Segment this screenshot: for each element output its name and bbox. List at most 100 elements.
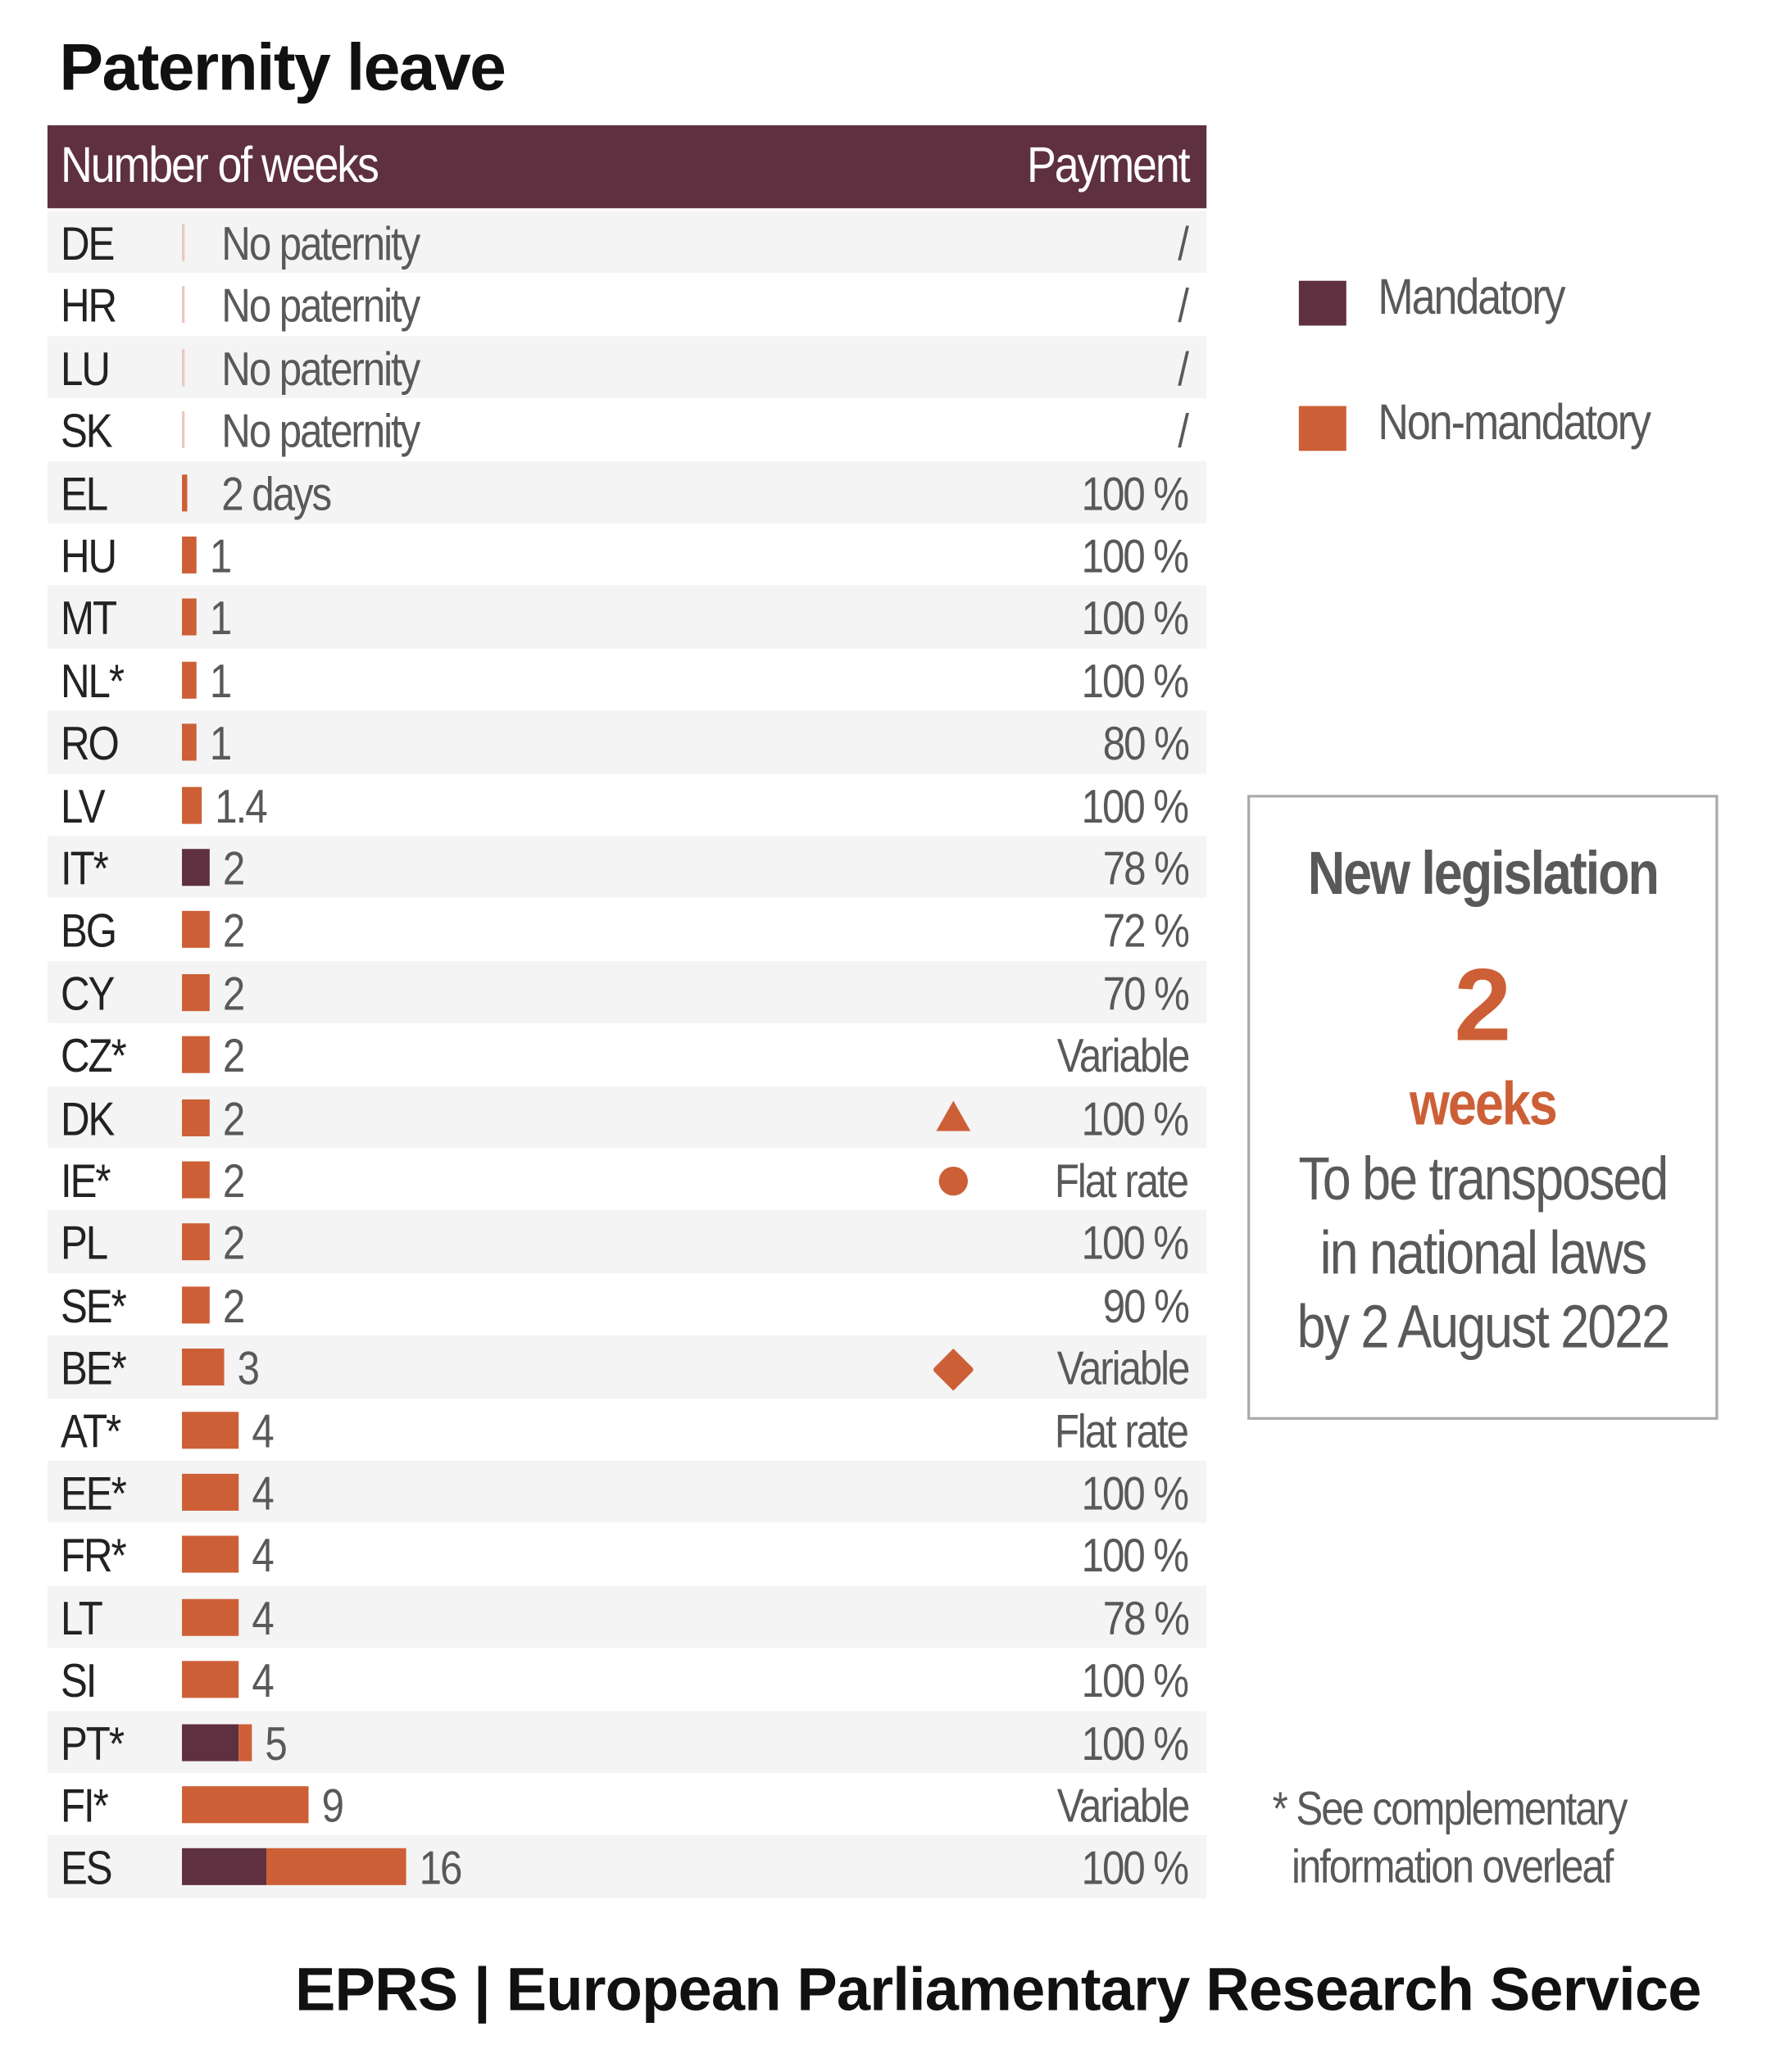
payment-label: 78 %: [1102, 1590, 1190, 1645]
payment-label: /: [1178, 279, 1190, 333]
chart-row: SI 4 100 %: [48, 1648, 1206, 1711]
value-label: 2: [223, 903, 245, 958]
legend-label: Mandatory: [1378, 270, 1565, 326]
chart-row: HR No paternity /: [48, 274, 1206, 336]
value-label: 2: [223, 1216, 245, 1271]
chart-row: IE* 2 Flat rate: [48, 1148, 1206, 1210]
value-label: 2: [223, 1028, 245, 1083]
bar-empty: [182, 349, 184, 387]
payment-label: 100 %: [1082, 1716, 1189, 1770]
country-label: EE*: [61, 1466, 127, 1521]
value-label: 2: [223, 841, 245, 895]
country-label: LV: [61, 778, 106, 833]
bar-non-mandatory: [182, 1349, 225, 1386]
chart-row: RO 1 80 %: [47, 710, 1207, 773]
circle-icon: [933, 1158, 973, 1198]
bar-non-mandatory: [266, 1848, 406, 1886]
country-label: FR*: [61, 1528, 127, 1583]
value-label: 16: [419, 1840, 463, 1895]
value-label: 1.4: [215, 778, 267, 833]
bar-non-mandatory: [182, 599, 197, 637]
country-label: IE*: [61, 1153, 111, 1208]
bar-non-mandatory: [182, 1598, 238, 1636]
legend-label: Non-mandatory: [1378, 395, 1651, 451]
payment-label: 72 %: [1102, 903, 1190, 958]
footnote: * See complementary information overleaf: [1272, 1780, 1628, 1893]
value-label: 5: [265, 1716, 288, 1770]
payment-label: 100 %: [1082, 778, 1189, 833]
country-label: PT*: [61, 1716, 125, 1770]
country-label: FI*: [61, 1778, 109, 1833]
callout-line: by 2 August 2022: [1296, 1291, 1670, 1361]
source-credit: EPRS | European Parliamentary Research S…: [294, 1955, 1701, 2024]
payment-label: 90 %: [1102, 1278, 1190, 1333]
bar-mandatory: [182, 1723, 238, 1761]
bar-mandatory: [182, 1848, 266, 1886]
value-label: 4: [251, 1403, 274, 1458]
chart-row: PL 2 100 %: [47, 1210, 1207, 1273]
callout-unit: weeks: [1409, 1068, 1558, 1138]
value-label: 2: [223, 1278, 245, 1333]
value-label: 2 days: [221, 465, 332, 520]
chart-title: Paternity leave: [59, 30, 506, 105]
chart-row: PT* 5 100 %: [47, 1710, 1207, 1774]
bar-non-mandatory: [182, 1036, 211, 1074]
value-label: 4: [251, 1466, 274, 1521]
chart-row: ES 16 100 %: [47, 1835, 1207, 1898]
chart-row: FI* 9 Variable: [48, 1773, 1206, 1835]
payment-label: 100 %: [1082, 591, 1189, 646]
bar-non-mandatory: [182, 1161, 211, 1199]
value-label: 4: [251, 1528, 274, 1583]
chart-row: NL* 1 100 %: [48, 648, 1206, 710]
header-weeks: Number of weeks: [61, 138, 379, 194]
value-label: 2: [223, 1090, 245, 1145]
country-label: EL: [61, 465, 108, 520]
payment-label: 100 %: [1082, 465, 1189, 520]
chart-row: SK No paternity /: [48, 398, 1206, 460]
bar-non-mandatory: [182, 1786, 308, 1824]
payment-label: 100 %: [1082, 1466, 1189, 1521]
value-label: 9: [320, 1778, 343, 1833]
value-label: 1: [209, 591, 231, 646]
payment-label: 100 %: [1082, 1840, 1189, 1895]
chart-row: CY 2 70 %: [47, 960, 1207, 1023]
chart-row: FR* 4 100 %: [48, 1523, 1206, 1585]
payment-label: 100 %: [1082, 1653, 1189, 1707]
country-label: DK: [61, 1090, 115, 1145]
country-label: MT: [61, 591, 117, 646]
payment-label: Variable: [1056, 1778, 1190, 1833]
bar-empty: [182, 411, 184, 449]
chart-row: LT 4 78 %: [47, 1585, 1207, 1648]
payment-label: /: [1178, 403, 1190, 458]
value-label: 1: [209, 653, 231, 708]
country-label: PL: [61, 1216, 108, 1271]
bar-non-mandatory: [182, 1099, 211, 1136]
chart-row: DE No paternity /: [47, 211, 1207, 274]
bar-non-mandatory: [182, 973, 211, 1011]
payment-label: 70 %: [1102, 966, 1190, 1021]
bar-mandatory: [182, 849, 211, 886]
payment-label: /: [1178, 215, 1190, 270]
payment-label: 100 %: [1082, 528, 1189, 583]
payment-label: /: [1178, 341, 1190, 396]
payment-label: Variable: [1056, 1340, 1190, 1395]
payment-label: Variable: [1056, 1028, 1190, 1083]
payment-label: 100 %: [1082, 1090, 1189, 1145]
chart-row: AT* 4 Flat rate: [48, 1398, 1206, 1460]
chart-row: LV 1.4 100 %: [48, 773, 1206, 836]
chart-row: EE* 4 100 %: [47, 1460, 1207, 1524]
country-label: IT*: [61, 841, 109, 895]
chart-row: HU 1 100 %: [48, 524, 1206, 586]
country-label: BG: [61, 903, 117, 958]
value-label: 2: [223, 1153, 245, 1208]
payment-label: 78 %: [1102, 841, 1190, 895]
bar-empty: [182, 286, 184, 324]
country-label: ES: [61, 1840, 113, 1895]
bar-non-mandatory: [182, 1411, 238, 1449]
chart-row: DK 2 100 %: [47, 1086, 1207, 1149]
callout-line: To be transposed: [1298, 1144, 1669, 1213]
payment-label: 80 %: [1102, 715, 1190, 770]
bar-empty: [182, 224, 184, 261]
triangle-icon: [933, 1096, 973, 1136]
